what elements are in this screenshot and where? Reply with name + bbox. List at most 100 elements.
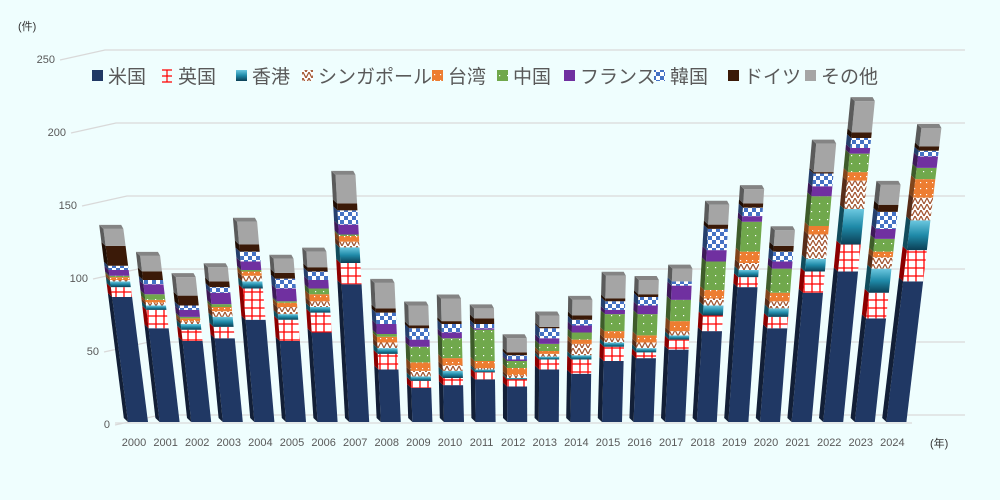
bar-segment-side <box>868 247 874 258</box>
bar-segment-side <box>836 205 845 245</box>
bar-segment-side <box>470 324 475 330</box>
bar-segment-side <box>535 334 540 344</box>
bar-segment <box>145 302 166 306</box>
bar-segment-side <box>305 302 311 313</box>
bar-segment-side <box>634 276 639 295</box>
bar-segment-side <box>839 176 847 209</box>
bar-segment-side <box>141 298 146 306</box>
bar-segment <box>240 261 262 271</box>
bar-segment-side <box>406 372 411 381</box>
bar-segment <box>813 143 837 173</box>
bar-segment <box>241 270 262 272</box>
bar-segment <box>374 282 396 309</box>
bar-segment-side <box>207 307 213 317</box>
bar-segment-side <box>535 339 540 351</box>
bar-segment-side <box>703 220 709 229</box>
bar-segment-side <box>664 335 670 350</box>
bar-segment <box>570 373 592 422</box>
gridline <box>59 49 965 61</box>
bar-segment-side <box>599 342 605 361</box>
bar-segment <box>474 368 495 370</box>
bar-segment <box>572 299 593 316</box>
bar-segment-side <box>867 253 873 269</box>
bar-segment <box>572 315 593 320</box>
bar-segment <box>506 359 527 361</box>
bar-segment <box>375 308 396 313</box>
bar-segment-side <box>374 365 381 422</box>
legend-swatch <box>162 69 172 83</box>
bar-segment-side <box>629 354 636 422</box>
bar-segment-side <box>307 328 318 422</box>
bar-segment-side <box>107 293 128 422</box>
bar-segment <box>410 362 431 371</box>
bar-segment <box>773 245 794 252</box>
bar-segment <box>633 358 656 422</box>
bar-segment <box>669 331 690 336</box>
bar-segment-side <box>241 315 255 422</box>
bar-segment-side <box>567 321 572 333</box>
bar-segment-side <box>373 349 379 370</box>
bar-top-cap <box>634 276 659 280</box>
bar-segment <box>702 315 723 332</box>
bar-segment <box>847 153 870 173</box>
bar-segment <box>769 292 791 302</box>
bar-segment <box>539 328 560 339</box>
bar-segment <box>335 174 358 204</box>
x-tick-label: 2014 <box>564 437 588 449</box>
x-tick-label: 2011 <box>470 437 494 449</box>
bar-segment-side <box>755 324 768 422</box>
bar-segment-side <box>438 381 444 422</box>
bar-segment-side <box>809 168 814 174</box>
legend-swatch <box>92 70 103 81</box>
bar-segment <box>210 292 232 305</box>
bar-segment <box>377 348 398 354</box>
bar-segment-side <box>801 230 809 259</box>
legend-item: 中国 <box>497 66 551 88</box>
bar-segment-side <box>141 301 147 310</box>
bar-segment-side <box>141 295 146 303</box>
bar-segment-side <box>274 315 280 342</box>
bar-segment-side <box>105 271 110 278</box>
bar-segment <box>411 387 433 422</box>
bar-segment-side <box>763 304 769 317</box>
bar-top-cap <box>436 294 461 299</box>
bar-segment-side <box>502 364 508 376</box>
bar-segment <box>742 203 764 208</box>
bar-segment-side <box>470 365 475 373</box>
bar-segment <box>604 338 625 343</box>
legend-item: その他 <box>805 66 878 88</box>
bar-segment <box>772 251 794 262</box>
bar-segment-side <box>337 280 350 422</box>
bar-segment <box>375 312 397 325</box>
bar-segment-side <box>870 224 876 239</box>
bar-segment-side <box>787 288 804 422</box>
bar-segment <box>808 226 829 235</box>
bar-segment-side <box>105 276 111 282</box>
bar-top-cap <box>811 139 837 144</box>
y-tick-label: 150 <box>59 200 77 212</box>
bar-segment <box>309 301 331 307</box>
bar-segment <box>376 336 398 343</box>
bar-segment <box>242 288 266 320</box>
bar-segment-side <box>469 314 475 325</box>
legend-label: 台湾 <box>448 66 486 88</box>
bar-segment <box>276 302 298 307</box>
bar-segment-side <box>809 139 817 173</box>
bars <box>99 97 942 422</box>
bar-top-cap <box>601 271 626 276</box>
bar-segment <box>239 244 260 252</box>
bar-segment-side <box>702 224 708 251</box>
bar-segment <box>637 297 659 306</box>
bar-segment <box>308 288 330 295</box>
bar-segment <box>603 346 625 361</box>
bar-segment-side <box>765 264 772 293</box>
bar-segment-side <box>798 267 805 293</box>
bar-2011 <box>469 304 496 422</box>
bar-segment-side <box>739 185 745 204</box>
bar-segment-side <box>142 305 149 329</box>
bar-segment-side <box>765 288 771 302</box>
bar-segment <box>571 359 592 374</box>
bar-segment-side <box>864 264 872 293</box>
bar-segment <box>604 309 625 315</box>
bar-segment <box>916 156 939 168</box>
